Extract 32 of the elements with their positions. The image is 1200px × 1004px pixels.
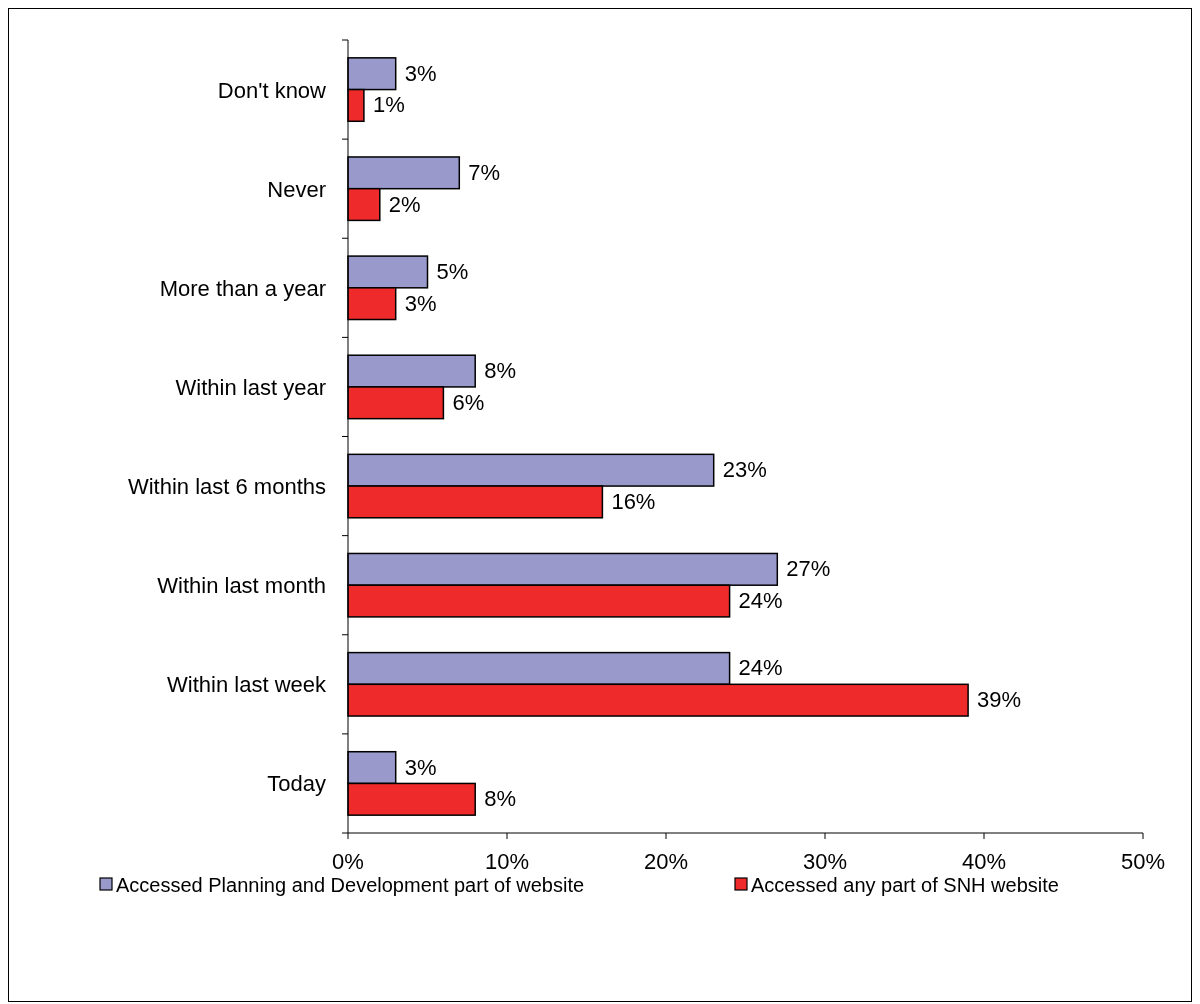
- x-tick-label: 40%: [961, 849, 1007, 874]
- y-tick-label: Within last year: [175, 374, 326, 400]
- y-tick-label: More than a year: [159, 275, 326, 301]
- legend-label: Accessed Planning and Development part of website: [116, 874, 585, 896]
- data-label: 8%: [484, 358, 516, 384]
- y-tick-label: Within last 6 months: [127, 474, 326, 500]
- data-label: 3%: [404, 60, 437, 86]
- x-tick-label: 50%: [1120, 849, 1166, 874]
- data-label: 2%: [388, 191, 421, 217]
- y-tick-label: Within last month: [157, 573, 326, 599]
- y-tick-label: Never: [267, 176, 326, 202]
- x-tick-label: 10%: [484, 849, 530, 874]
- y-tick-label: Don't know: [217, 77, 327, 103]
- x-tick-label: 20%: [643, 849, 689, 874]
- data-label: 39%: [977, 687, 1022, 713]
- y-tick-label: Within last week: [167, 672, 327, 698]
- data-label: 1%: [372, 92, 405, 118]
- data-label: 5%: [436, 258, 469, 284]
- data-label: 8%: [484, 786, 516, 812]
- data-label: 7%: [468, 159, 501, 185]
- data-label: 3%: [404, 290, 437, 316]
- data-label: 24%: [738, 655, 783, 681]
- y-tick-label: Today: [267, 771, 326, 797]
- data-label: 6%: [452, 389, 485, 415]
- x-tick-label: 30%: [802, 849, 848, 874]
- legend-label: Accessed any part of SNH website: [751, 874, 1059, 896]
- data-label: 16%: [611, 488, 656, 514]
- data-label: 24%: [738, 588, 783, 614]
- data-label: 27%: [786, 556, 831, 582]
- data-label: 3%: [404, 754, 437, 780]
- data-label: 23%: [722, 457, 767, 483]
- x-tick-label: 0%: [332, 849, 364, 874]
